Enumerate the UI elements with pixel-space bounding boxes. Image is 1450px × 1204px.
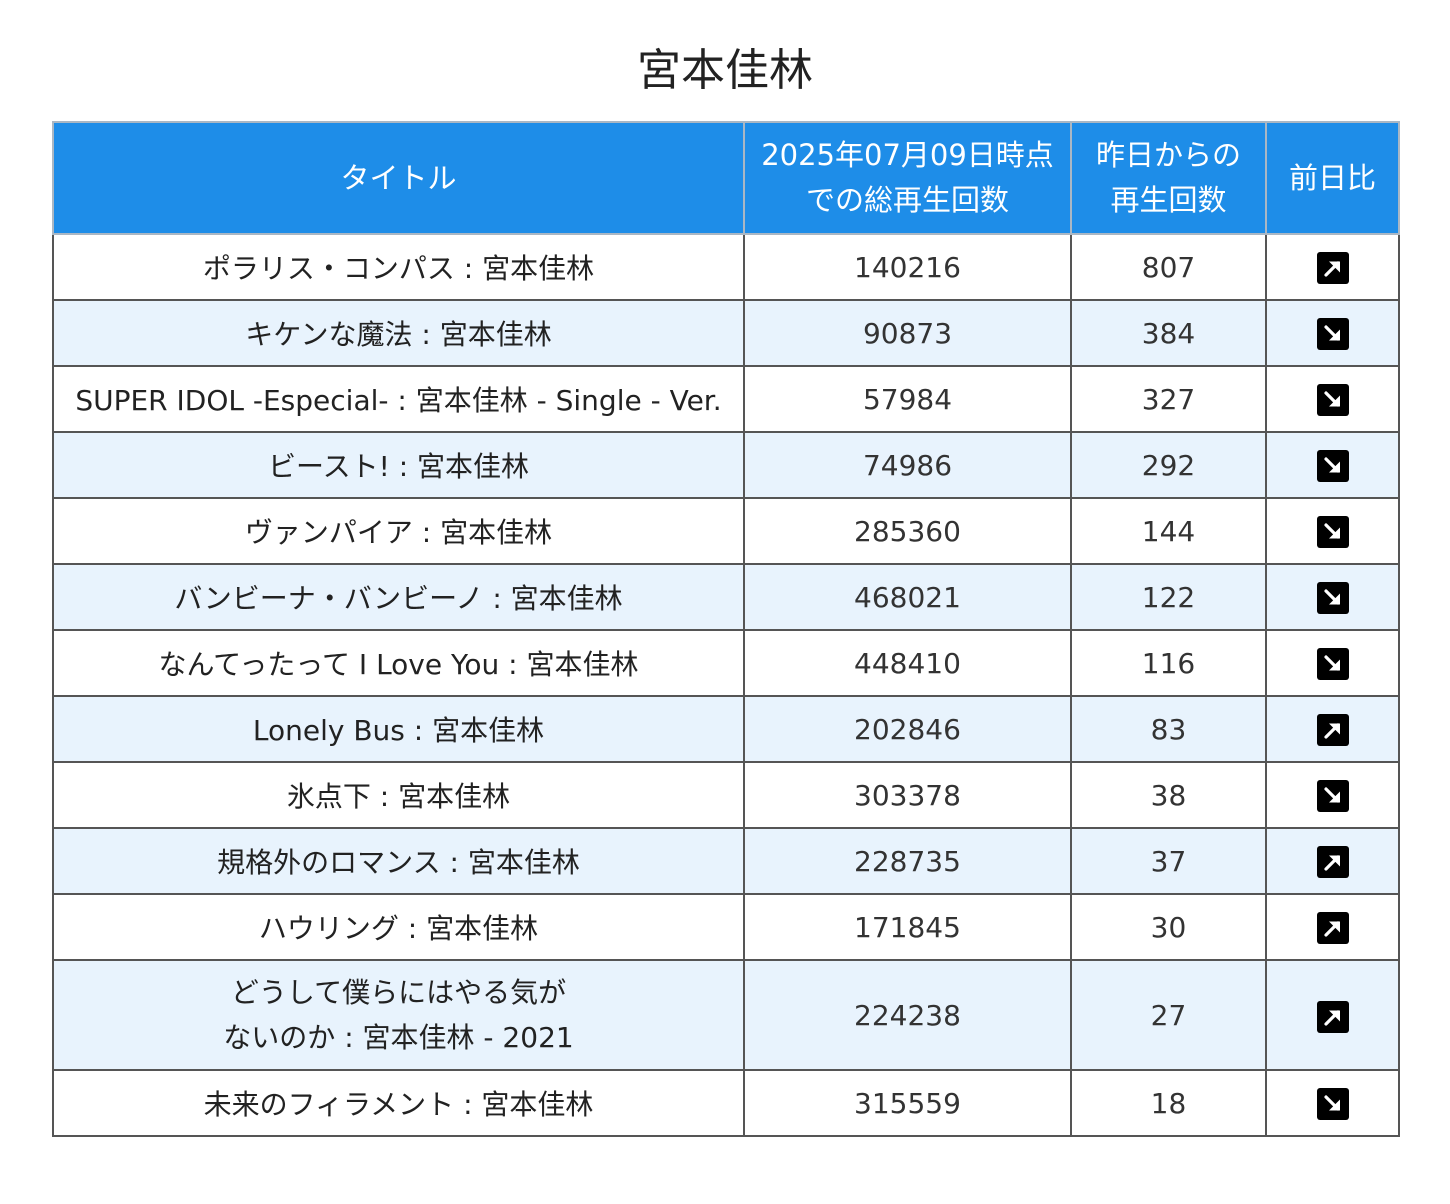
table-row: 規格外のロマンス : 宮本佳林 228735 37 (52, 827, 1400, 895)
arrow-down-right-icon (1316, 384, 1349, 416)
table-row: ポラリス・コンパス : 宮本佳林 140216 807 (52, 233, 1400, 301)
table-row: ビースト! : 宮本佳林 74986 292 (52, 431, 1400, 499)
arrow-up-right-icon (1316, 714, 1349, 746)
arrow-up-right-icon (1316, 252, 1349, 284)
trend-cell (1265, 959, 1400, 1071)
daily-plays: 27 (1070, 959, 1267, 1071)
song-title: 氷点下 : 宮本佳林 (52, 761, 745, 829)
arrow-down-right-icon (1316, 516, 1349, 548)
trend-cell (1265, 893, 1400, 961)
arrow-down-right-icon (1316, 1088, 1349, 1120)
total-plays: 90873 (743, 299, 1072, 367)
total-plays: 228735 (743, 827, 1072, 895)
daily-plays: 18 (1070, 1069, 1267, 1137)
song-title: キケンな魔法 : 宮本佳林 (52, 299, 745, 367)
table-row: SUPER IDOL -Especial- : 宮本佳林 - Single - … (52, 365, 1400, 433)
trend-cell (1265, 233, 1400, 301)
daily-plays: 144 (1070, 497, 1267, 565)
song-title-line2: ないのか : 宮本佳林 - 2021 (223, 1021, 574, 1054)
table-row: ハウリング : 宮本佳林 171845 30 (52, 893, 1400, 961)
trend-cell (1265, 695, 1400, 763)
total-plays: 202846 (743, 695, 1072, 763)
daily-plays: 38 (1070, 761, 1267, 829)
daily-plays: 384 (1070, 299, 1267, 367)
total-plays: 171845 (743, 893, 1072, 961)
arrow-up-right-icon (1316, 1000, 1349, 1033)
song-title: SUPER IDOL -Especial- : 宮本佳林 - Single - … (52, 365, 745, 433)
daily-plays: 327 (1070, 365, 1267, 433)
trend-cell (1265, 563, 1400, 631)
daily-plays: 807 (1070, 233, 1267, 301)
trend-cell (1265, 629, 1400, 697)
arrow-down-right-icon (1316, 780, 1349, 812)
trend-cell (1265, 299, 1400, 367)
song-title: なんてったって I Love You : 宮本佳林 (52, 629, 745, 697)
table-row: Lonely Bus : 宮本佳林 202846 83 (52, 695, 1400, 763)
total-plays: 468021 (743, 563, 1072, 631)
table-row: どうして僕らにはやる気が ないのか : 宮本佳林 - 2021 224238 2… (52, 959, 1400, 1071)
arrow-down-right-icon (1316, 318, 1349, 350)
total-plays: 224238 (743, 959, 1072, 1071)
header-total-line1: 2025年07月09日時点 (761, 138, 1054, 172)
song-title-line1: どうして僕らにはやる気が (230, 976, 567, 1009)
song-title: どうして僕らにはやる気が ないのか : 宮本佳林 - 2021 (52, 959, 745, 1071)
daily-plays: 37 (1070, 827, 1267, 895)
header-title[interactable]: タイトル (52, 121, 745, 235)
table-row: キケンな魔法 : 宮本佳林 90873 384 (52, 299, 1400, 367)
daily-plays: 116 (1070, 629, 1267, 697)
daily-plays: 122 (1070, 563, 1267, 631)
table-row: 未来のフィラメント : 宮本佳林 315559 18 (52, 1069, 1400, 1137)
header-daily-line2: 再生回数 (1110, 183, 1227, 217)
daily-plays: 30 (1070, 893, 1267, 961)
song-title: バンビーナ・バンビーノ : 宮本佳林 (52, 563, 745, 631)
trend-cell (1265, 761, 1400, 829)
trend-cell (1265, 365, 1400, 433)
total-plays: 74986 (743, 431, 1072, 499)
trend-cell (1265, 431, 1400, 499)
total-plays: 285360 (743, 497, 1072, 565)
arrow-up-right-icon (1316, 846, 1349, 878)
total-plays: 57984 (743, 365, 1072, 433)
arrow-down-right-icon (1316, 648, 1349, 680)
header-change-label: 前日比 (1288, 160, 1376, 195)
total-plays: 140216 (743, 233, 1072, 301)
arrow-up-right-icon (1316, 912, 1349, 944)
page-title: 宮本佳林 (637, 45, 813, 96)
trend-cell (1265, 1069, 1400, 1137)
total-plays: 448410 (743, 629, 1072, 697)
table-row: なんてったって I Love You : 宮本佳林 448410 116 (52, 629, 1400, 697)
table-row: ヴァンパイア : 宮本佳林 285360 144 (52, 497, 1400, 565)
header-total-plays[interactable]: 2025年07月09日時点 での総再生回数 (743, 121, 1072, 235)
arrow-down-right-icon (1316, 450, 1349, 482)
table-header-row: タイトル 2025年07月09日時点 での総再生回数 昨日からの 再生回数 前日… (52, 121, 1400, 235)
trend-cell (1265, 497, 1400, 565)
header-total-line2: での総再生回数 (805, 183, 1009, 217)
song-title: ハウリング : 宮本佳林 (52, 893, 745, 961)
trend-cell (1265, 827, 1400, 895)
header-daily-plays[interactable]: 昨日からの 再生回数 (1070, 121, 1267, 235)
header-daily-line1: 昨日からの (1095, 138, 1241, 172)
song-title: 規格外のロマンス : 宮本佳林 (52, 827, 745, 895)
daily-plays: 292 (1070, 431, 1267, 499)
song-title: Lonely Bus : 宮本佳林 (52, 695, 745, 763)
header-change[interactable]: 前日比 (1265, 121, 1400, 235)
table-row: バンビーナ・バンビーノ : 宮本佳林 468021 122 (52, 563, 1400, 631)
total-plays: 315559 (743, 1069, 1072, 1137)
song-title: ポラリス・コンパス : 宮本佳林 (52, 233, 745, 301)
play-count-table: タイトル 2025年07月09日時点 での総再生回数 昨日からの 再生回数 前日… (52, 121, 1400, 1137)
song-title: ビースト! : 宮本佳林 (52, 431, 745, 499)
header-title-label: タイトル (340, 160, 457, 195)
arrow-down-right-icon (1316, 582, 1349, 614)
song-title: 未来のフィラメント : 宮本佳林 (52, 1069, 745, 1137)
song-title: ヴァンパイア : 宮本佳林 (52, 497, 745, 565)
daily-plays: 83 (1070, 695, 1267, 763)
table-row: 氷点下 : 宮本佳林 303378 38 (52, 761, 1400, 829)
total-plays: 303378 (743, 761, 1072, 829)
